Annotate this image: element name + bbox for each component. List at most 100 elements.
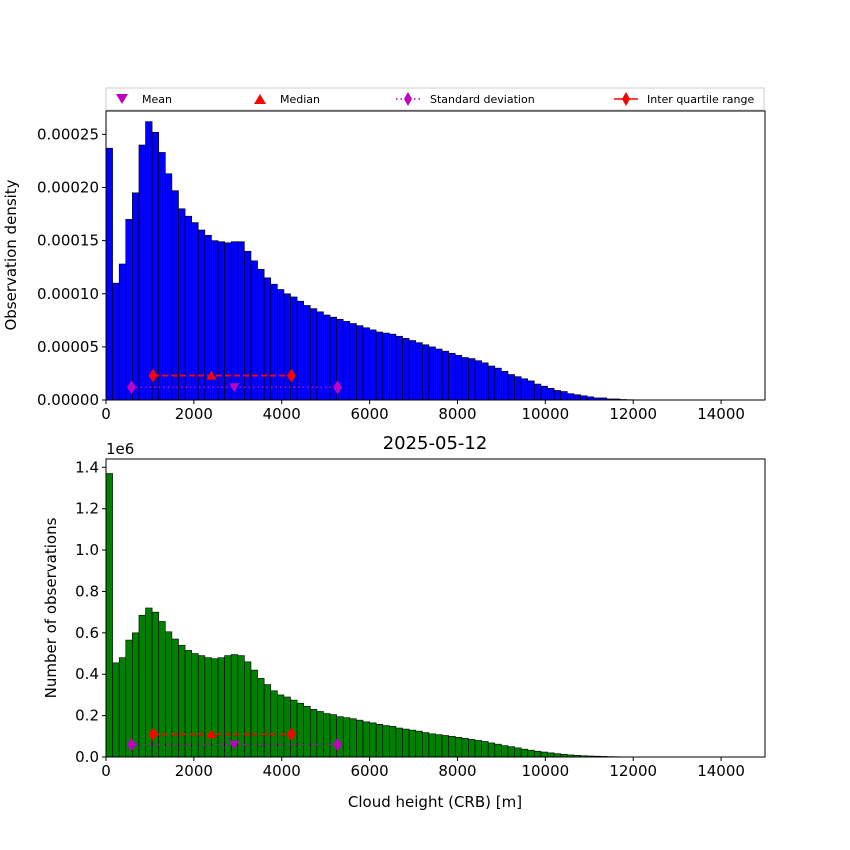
- count-iqr-high-marker: [286, 727, 296, 742]
- density-bar: [369, 329, 377, 401]
- legend-label-median: Median: [280, 93, 320, 106]
- count-bar: [204, 657, 212, 758]
- legend-label-std: Standard deviation: [430, 93, 535, 106]
- density-bar: [165, 173, 173, 401]
- count-bar: [468, 739, 476, 758]
- density-y-ticks: 0.00000 0.00005 0.00010 0.00015 0.00020 0.000…: [37, 125, 106, 409]
- density-bar: [461, 357, 469, 401]
- count-histogram-panel: 0.0 0.2 0.4 0.6 0.8 1.0 1.2 1.4 0 2000 4000 6000 80…: [42, 440, 766, 811]
- count-bar: [461, 738, 469, 758]
- density-bar: [395, 335, 403, 401]
- density-bar: [448, 352, 456, 401]
- count-bar: [356, 719, 364, 758]
- density-bar: [178, 208, 186, 401]
- count-bar: [296, 702, 304, 758]
- density-bar: [527, 380, 535, 401]
- density-bar: [277, 289, 285, 401]
- density-bar: [520, 378, 529, 401]
- count-y-tick-label: 1.4: [75, 458, 99, 476]
- count-x-axis-label: Cloud height (CRB) [m]: [348, 793, 522, 811]
- density-bar: [382, 332, 390, 401]
- count-std-high-marker: [333, 737, 343, 752]
- count-bar: [197, 655, 206, 758]
- density-histogram-panel: 0.00000 0.00005 0.00010 0.00015 0.00020 0.000…: [2, 110, 766, 423]
- density-bar: [263, 277, 272, 401]
- density-y-tick-label: 0.00015: [37, 232, 99, 250]
- density-y-tick-label: 0.00005: [37, 338, 99, 356]
- density-x-tick-label: 12000: [609, 405, 657, 423]
- density-x-tick-label: 8000: [438, 405, 476, 423]
- density-bar: [553, 390, 562, 401]
- density-bar: [283, 293, 291, 401]
- density-bar: [534, 383, 542, 401]
- count-bar: [362, 721, 370, 758]
- count-bar: [270, 690, 278, 758]
- count-mean-marker: [229, 740, 240, 750]
- density-bar: [118, 263, 127, 401]
- density-x-tick-label: 10000: [521, 405, 569, 423]
- count-bar: [244, 661, 252, 758]
- figure-title: 2025-05-12: [383, 433, 488, 454]
- density-mean-marker: [229, 383, 240, 393]
- count-bar: [178, 644, 186, 758]
- count-bar: [408, 729, 417, 758]
- density-bar: [501, 371, 509, 401]
- density-bar: [573, 394, 581, 401]
- density-bar: [389, 333, 397, 401]
- count-bar: [263, 684, 272, 758]
- density-bar: [125, 219, 133, 401]
- density-bar: [323, 314, 331, 401]
- count-bar: [402, 728, 410, 758]
- count-bar: [487, 742, 496, 758]
- density-bar: [244, 250, 252, 401]
- count-bar: [507, 746, 515, 758]
- legend-median-marker-icon: [254, 94, 266, 104]
- count-bar: [237, 655, 245, 758]
- count-y-tick-label: 0.0: [75, 748, 99, 766]
- density-bar: [138, 144, 146, 401]
- count-bar: [277, 694, 285, 758]
- count-bar: [349, 718, 357, 758]
- count-bar: [375, 723, 384, 758]
- density-x-tick-label: 6000: [351, 405, 389, 423]
- density-bar: [191, 222, 199, 401]
- density-bar: [454, 355, 463, 401]
- count-axes-frame: [105, 458, 766, 758]
- count-std-low-marker: [126, 737, 136, 752]
- legend-iqr-marker-icon: [622, 92, 630, 106]
- legend: Mean Median Standard deviation Inter qua…: [105, 87, 765, 111]
- count-bar: [369, 722, 377, 758]
- density-bar: [514, 376, 522, 401]
- density-y-tick-label: 0.00020: [37, 179, 99, 197]
- count-stat-markers: [126, 727, 343, 752]
- density-bar: [580, 395, 588, 401]
- legend-label-iqr: Inter quartile range: [647, 93, 754, 106]
- density-x-ticks: 0 2000 4000 6000 8000 10000 12000 14000: [101, 400, 745, 423]
- count-bar: [329, 714, 337, 758]
- density-bar: [184, 215, 192, 401]
- count-bar: [441, 735, 449, 758]
- density-y-tick-label: 0.00000: [37, 391, 99, 409]
- density-bar: [408, 340, 417, 401]
- density-bar: [132, 192, 140, 401]
- count-bar: [501, 745, 509, 758]
- count-bar: [303, 705, 311, 758]
- count-x-ticks: 0 2000 4000 6000 8000 10000 12000 14000: [101, 757, 745, 780]
- count-bar: [389, 726, 397, 758]
- count-bar: [494, 743, 502, 758]
- count-bar: [112, 662, 120, 758]
- density-bar: [151, 131, 160, 401]
- count-bar: [481, 741, 489, 758]
- count-bar: [520, 748, 529, 758]
- density-bar: [296, 300, 304, 401]
- density-bar: [362, 327, 370, 401]
- density-bars: [105, 121, 766, 401]
- density-bar: [375, 331, 384, 401]
- density-bar: [290, 296, 298, 401]
- legend-label-mean: Mean: [142, 93, 172, 106]
- count-bars: [105, 473, 766, 758]
- count-bar: [435, 734, 443, 758]
- count-bar: [138, 614, 146, 758]
- count-bar: [547, 752, 555, 758]
- density-bar: [112, 282, 120, 401]
